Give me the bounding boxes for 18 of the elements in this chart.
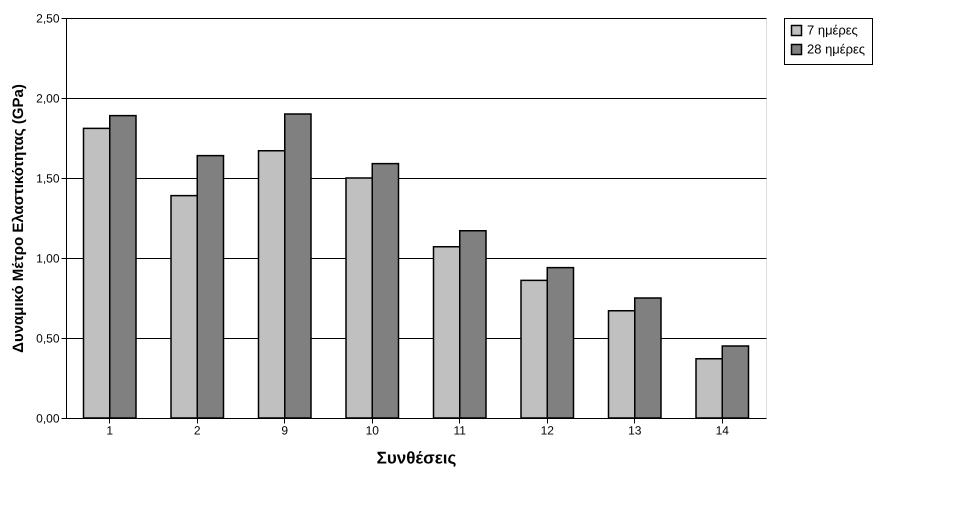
y-tick-label: 2,00	[36, 92, 60, 106]
legend-label: 28 ημέρες	[807, 42, 866, 56]
legend-label: 7 ημέρες	[807, 22, 858, 38]
x-tick-label: 12	[540, 424, 554, 438]
y-tick-label: 0,50	[36, 332, 60, 346]
x-tick-label: 13	[628, 424, 642, 438]
x-tick-label: 9	[281, 424, 288, 438]
x-tick-label: 2	[194, 424, 201, 438]
y-tick-label: 2,50	[36, 12, 60, 26]
y-tick-label: 1,50	[36, 172, 60, 186]
x-tick-label: 11	[454, 424, 466, 438]
x-axis-title: Συνθέσεις	[376, 448, 456, 468]
x-tick-label: 1	[106, 424, 114, 438]
y-tick-label: 1,00	[36, 252, 60, 266]
y-tick-label: 0,00	[36, 412, 60, 426]
y-axis-title: Δυναμικό Μέτρο Ελαστικότητας (GPa)	[10, 84, 28, 353]
x-tick-label: 10	[366, 424, 380, 438]
x-tick-label: 14	[716, 424, 730, 438]
